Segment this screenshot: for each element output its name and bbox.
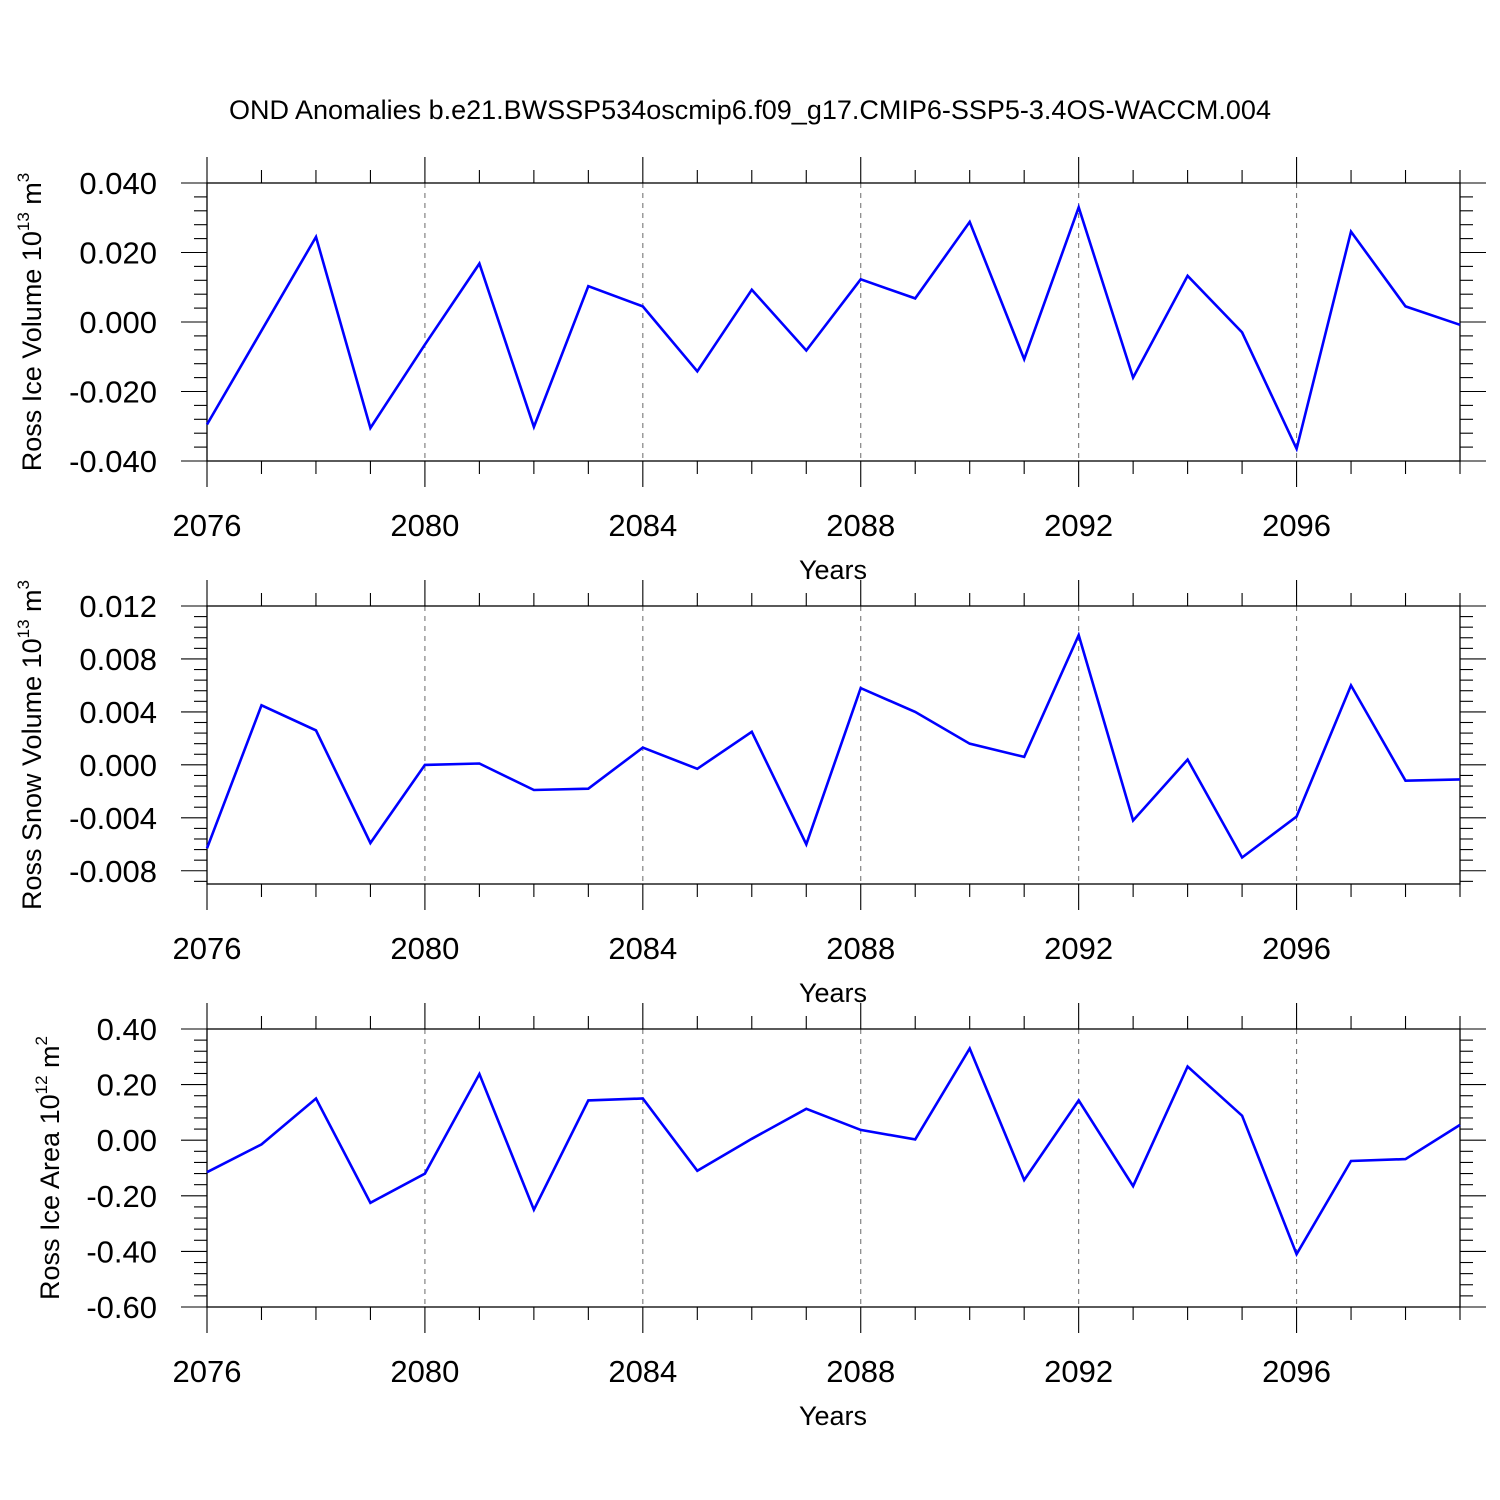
x-tick-label: 2084 (608, 931, 677, 966)
y-tick-label: 0.040 (79, 166, 157, 201)
x-tick-label: 2084 (608, 508, 677, 543)
plot-frame (206, 605, 1461, 885)
y-tick-label: -0.60 (86, 1290, 157, 1325)
y-axis-title-main: Ross Snow Volume 10 (17, 638, 47, 910)
x-tick-label: 2088 (826, 1354, 895, 1389)
chart-title: OND Anomalies b.e21.BWSSP534oscmip6.f09_… (229, 95, 1271, 125)
x-tick-label: 2080 (390, 931, 459, 966)
x-axis-title: Years (799, 1401, 867, 1431)
x-tick-label: 2096 (1262, 931, 1331, 966)
y-axis-title-unit: m (35, 1045, 65, 1075)
x-tick-label: 2088 (826, 508, 895, 543)
series-line (206, 1045, 1461, 1258)
y-tick-label: 0.008 (79, 642, 157, 677)
x-tick-label: 2076 (173, 1354, 242, 1389)
panel-2: 0.012 0.008 0.004 0.000 -0.004 -0.008 2076 2080… (14, 580, 1486, 1008)
x-tick-label: 2080 (390, 1354, 459, 1389)
y-tick-label: 0.20 (97, 1068, 157, 1103)
x-tick-label: 2076 (173, 931, 242, 966)
x-axis-title: Years (799, 978, 867, 1008)
plot-frame (206, 1028, 1461, 1308)
plot-frame (206, 182, 1461, 462)
x-tick-label: 2096 (1262, 1354, 1331, 1389)
y-tick-label: 0.000 (79, 305, 157, 340)
y-tick-label: -0.40 (86, 1234, 157, 1269)
y-tick-label: 0.004 (79, 695, 157, 730)
y-tick-label: -0.008 (69, 854, 157, 889)
y-tick-label: -0.040 (69, 444, 157, 479)
y-tick-label: -0.004 (69, 801, 157, 836)
y-tick-label: 0.020 (79, 236, 157, 271)
y-axis-title-unit-exponent: 3 (14, 580, 33, 589)
y-tick-label: 0.00 (97, 1123, 157, 1158)
y-axis-title-exponent: 13 (14, 212, 33, 231)
panel-3: 0.40 0.20 0.00 -0.20 -0.40 -0.60 2076 2080 2084 2… (32, 1003, 1486, 1431)
x-axis-title: Years (799, 555, 867, 585)
series-line (205, 203, 1461, 453)
series-line (205, 631, 1461, 860)
y-tick-label: -0.20 (86, 1179, 157, 1214)
y-tick-label: -0.020 (69, 375, 157, 410)
y-axis-title-main: Ross Ice Volume 10 (17, 231, 47, 471)
y-axis-title: Ross Ice Area 1012 m2 (32, 1036, 65, 1300)
y-axis-title-unit: m (17, 589, 47, 619)
y-axis-title-unit: m (17, 182, 47, 212)
y-axis-title: Ross Snow Volume 1013 m3 (14, 580, 47, 910)
y-axis-title-main: Ross Ice Area 10 (35, 1094, 65, 1300)
y-axis-title-unit-exponent: 3 (14, 173, 33, 182)
x-tick-label: 2092 (1044, 1354, 1113, 1389)
x-tick-label: 2088 (826, 931, 895, 966)
x-tick-label: 2076 (173, 508, 242, 543)
x-tick-label: 2092 (1044, 508, 1113, 543)
panels: 0.040 0.020 0.000 -0.020 -0.040 2076 2080 2084 2… (14, 157, 1486, 1431)
x-tick-label: 2092 (1044, 931, 1113, 966)
y-axis-title-unit-exponent: 2 (32, 1036, 51, 1045)
x-tick-label: 2084 (608, 1354, 677, 1389)
x-tick-label: 2096 (1262, 508, 1331, 543)
y-axis-title-exponent: 12 (32, 1075, 51, 1094)
x-tick-label: 2080 (390, 508, 459, 543)
panel-1: 0.040 0.020 0.000 -0.020 -0.040 2076 2080 2084 2… (14, 157, 1486, 585)
y-tick-label: 0.000 (79, 748, 157, 783)
y-tick-label: 0.012 (79, 589, 157, 624)
y-axis-title-exponent: 13 (14, 619, 33, 638)
y-axis-title: Ross Ice Volume 1013 m3 (14, 173, 47, 472)
y-tick-label: 0.40 (97, 1012, 157, 1047)
